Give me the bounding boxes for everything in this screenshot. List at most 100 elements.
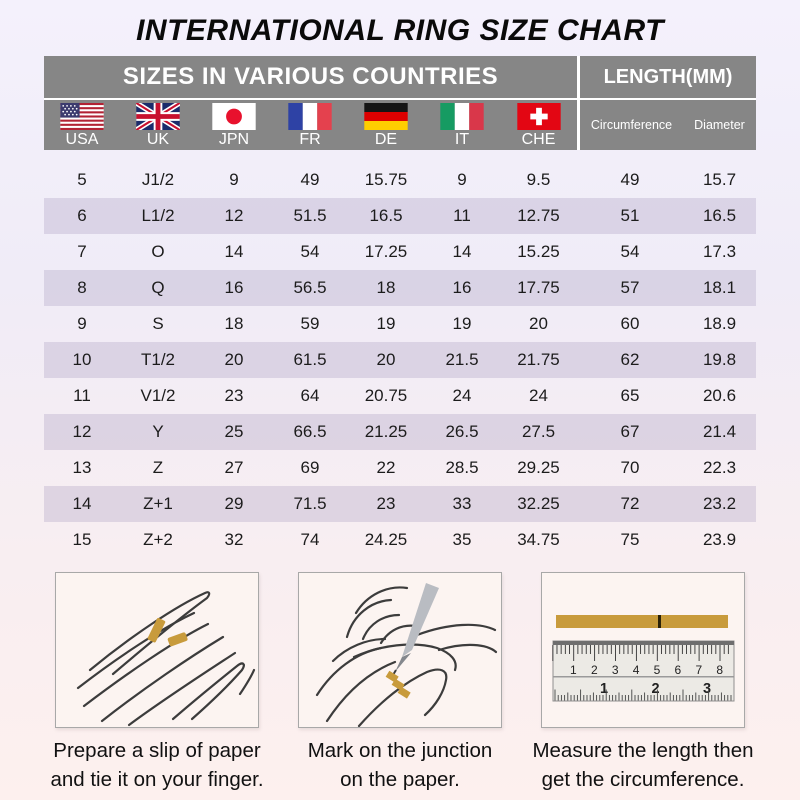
table-cell: 20.6 (702, 386, 737, 405)
length-header: LENGTH(MM) (580, 56, 756, 100)
table-cell: 8 (77, 278, 87, 297)
table-cell: 14 (224, 242, 244, 261)
page-title: INTERNATIONAL RING SIZE CHART (136, 14, 664, 47)
caption-line: and tie it on your finger. (50, 768, 264, 791)
table-cell: 32.25 (517, 494, 560, 513)
table-cell: 20 (529, 314, 548, 333)
table-cell: 21.25 (364, 422, 408, 441)
table-cell: 7 (77, 242, 87, 261)
table-cell: 18 (224, 314, 244, 333)
table-cell: J1/2 (141, 170, 175, 189)
paper-strip (556, 615, 728, 628)
country-label: DE (374, 131, 398, 148)
table-cell: 49 (620, 170, 640, 189)
table-cell: 23 (224, 386, 244, 405)
ruler-inch-ticks (554, 689, 732, 701)
table-cell: 65 (620, 386, 640, 405)
table-cell: 69 (300, 458, 320, 477)
table-row: 6 L1/2 12 51.5 16.5 11 12.75 51 16.5 (44, 198, 756, 234)
table-cell: 9 (77, 314, 87, 333)
table-cell: 75 (620, 530, 640, 549)
table-cell: 18 (376, 278, 396, 297)
country-column-usa: USA (44, 100, 120, 150)
table-cell: 66.5 (293, 422, 327, 441)
caption-line: get the circumference. (541, 768, 745, 791)
ruler-top-edge (553, 641, 734, 645)
table-cell: 27.5 (521, 422, 556, 441)
country-column-che: CHE (500, 100, 577, 150)
table-cell: 17.3 (702, 242, 737, 261)
fr-flag-icon (288, 103, 332, 130)
usa-flag-icon (60, 103, 104, 130)
ruler-divider (553, 676, 734, 678)
table-cell: 20.75 (364, 386, 408, 405)
svg-text:3: 3 (703, 681, 711, 697)
che-flag-icon (516, 103, 561, 130)
svg-text:4: 4 (633, 663, 640, 677)
table-cell: 9 (457, 170, 467, 189)
table-cell: 20 (376, 350, 396, 369)
svg-text:2: 2 (591, 663, 598, 677)
caption-line: Prepare a slip of paper (53, 739, 261, 762)
table-cell: 9.5 (526, 170, 551, 189)
hand-with-paper-strip-illustration (76, 591, 256, 727)
table-cell: 16 (452, 278, 472, 297)
country-label: UK (146, 131, 170, 148)
table-cell: 23 (376, 494, 396, 513)
table-cell: 6 (77, 206, 87, 225)
pen-mark (658, 615, 661, 628)
countries-header-section: SIZES IN VARIOUS COUNTRIES USA UK JPN FR DE I… (44, 56, 577, 150)
table-cell: 21.75 (517, 350, 560, 369)
svg-text:7: 7 (695, 663, 702, 677)
country-column-uk: UK (120, 100, 196, 150)
table-cell: 15.25 (517, 242, 560, 261)
table-cell: Z (152, 458, 164, 477)
country-column-de: DE (348, 100, 424, 150)
table-cell: 19 (376, 314, 396, 333)
table-cell: 27 (224, 458, 244, 477)
table-row: 11 V1/2 23 64 20.75 24 24 65 20.6 (44, 378, 756, 414)
table-cell: S (152, 314, 164, 333)
table-row: 9 S 18 59 19 19 20 60 18.9 (44, 306, 756, 342)
table-cell: 51 (620, 206, 640, 225)
length-header-section: LENGTH(MM) Circumference Diameter (577, 56, 756, 150)
table-cell: 14 (72, 494, 92, 513)
table-cell: 15 (72, 530, 92, 549)
table-row: 12 Y 25 66.5 21.25 26.5 27.5 67 21.4 (44, 414, 756, 450)
table-cell: 56.5 (293, 278, 327, 297)
table-cell: 14 (452, 242, 472, 261)
table-cell: 59 (300, 314, 320, 333)
caption-line: Measure the length then (532, 739, 754, 762)
table-cell: 19.8 (702, 350, 737, 369)
instruction-caption: Measure the length then get the circumfe… (532, 736, 753, 794)
table-cell: 10 (72, 350, 92, 369)
table-cell: 62 (620, 350, 640, 369)
table-row: 13 Z 27 69 22 28.5 29.25 70 22.3 (44, 450, 756, 486)
table-cell: 23.9 (702, 530, 737, 549)
svg-text:6: 6 (675, 663, 682, 677)
table-cell: O (151, 242, 165, 261)
table-cell: 21.4 (702, 422, 737, 441)
instruction-step-2: Mark on the junction on the paper. (287, 572, 513, 794)
table-cell: 34.75 (517, 530, 560, 549)
table-cell: 12.75 (517, 206, 560, 225)
table-row: 14 Z+1 29 71.5 23 33 32.25 72 23.2 (44, 486, 756, 522)
svg-text:5: 5 (654, 663, 661, 677)
country-label: FR (299, 131, 321, 148)
table-cell: 15.75 (364, 170, 408, 189)
table-cell: 29 (224, 494, 244, 513)
table-cell: 29.25 (517, 458, 560, 477)
table-cell: 18.9 (702, 314, 737, 333)
table-cell: 24 (529, 386, 548, 405)
table-cell: 70 (620, 458, 640, 477)
table-cell: 21.5 (445, 350, 479, 369)
table-cell: 19 (452, 314, 472, 333)
table-cell: 17.25 (364, 242, 408, 261)
column-header-circumference: Circumference (590, 118, 673, 132)
instruction-image-2 (298, 572, 502, 728)
table-cell: 54 (620, 242, 640, 261)
jpn-flag-icon (212, 103, 256, 130)
